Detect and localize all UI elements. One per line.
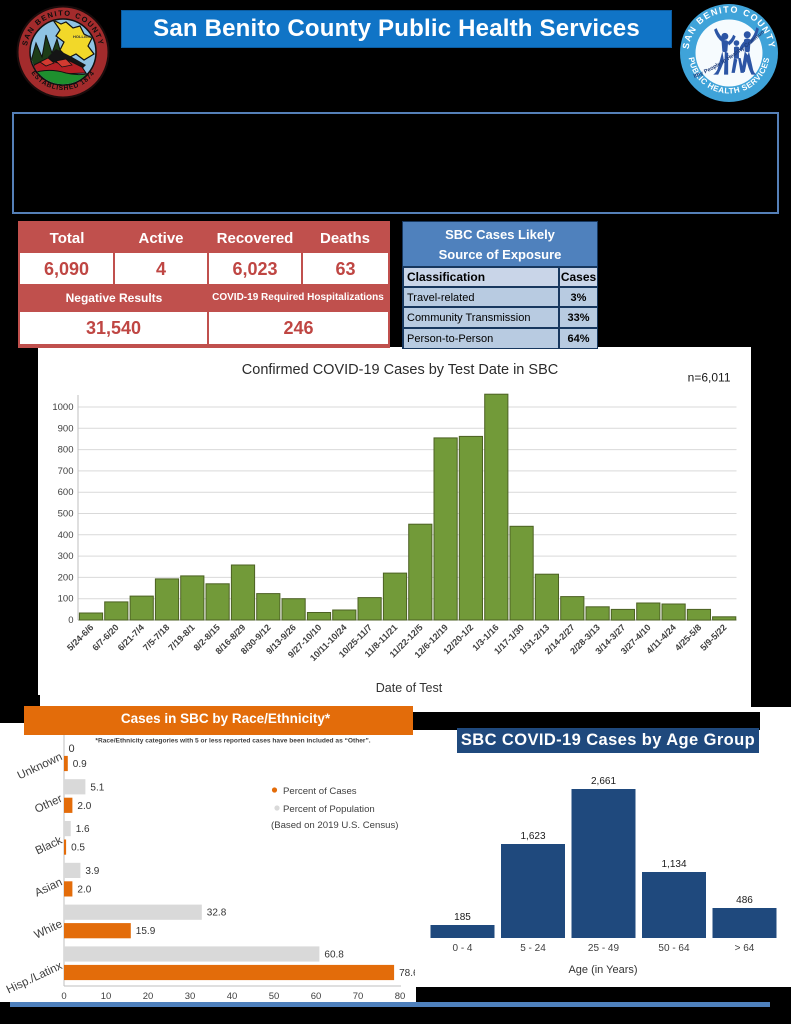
svg-text:(Based on 2019 U.S. Census): (Based on 2019 U.S. Census) — [271, 820, 398, 831]
svg-text:White: White — [33, 918, 65, 941]
svg-text:2.0: 2.0 — [77, 801, 91, 812]
svg-text:1,134: 1,134 — [661, 859, 686, 870]
svg-text:5/9-5/22: 5/9-5/22 — [698, 622, 728, 652]
svg-text:Date of Test: Date of Test — [376, 681, 443, 695]
svg-text:5.1: 5.1 — [90, 782, 104, 793]
svg-text:Confirmed COVID-19 Cases by Te: Confirmed COVID-19 Cases by Test Date in… — [242, 362, 558, 378]
svg-text:1000: 1000 — [52, 402, 73, 413]
svg-text:7/5-7/18: 7/5-7/18 — [141, 622, 171, 652]
svg-text:4/25-5/8: 4/25-5/8 — [673, 622, 703, 652]
svg-text:500: 500 — [58, 509, 74, 520]
svg-text:3.9: 3.9 — [85, 866, 99, 877]
svg-text:15.9: 15.9 — [136, 926, 156, 937]
svg-text:60.8: 60.8 — [324, 950, 344, 961]
svg-text:Percent of Population: Percent of Population — [283, 804, 375, 815]
svg-text:7/19-8/1: 7/19-8/1 — [166, 622, 196, 652]
svg-text:78.6: 78.6 — [399, 968, 419, 979]
svg-text:2.0: 2.0 — [77, 884, 91, 895]
svg-text:400: 400 — [58, 530, 74, 541]
svg-text:185: 185 — [454, 912, 471, 923]
svg-text:300: 300 — [58, 551, 74, 562]
svg-text:Age (in Years): Age (in Years) — [568, 964, 637, 976]
svg-text:0: 0 — [68, 615, 73, 626]
svg-text:6/21-7/4: 6/21-7/4 — [116, 622, 146, 652]
svg-text:Black: Black — [34, 835, 65, 858]
svg-text:50 - 64: 50 - 64 — [658, 943, 690, 954]
svg-text:5 - 24: 5 - 24 — [520, 943, 546, 954]
svg-text:60: 60 — [311, 991, 322, 1002]
svg-text:486: 486 — [736, 895, 753, 906]
svg-text:n=6,011: n=6,011 — [688, 371, 731, 385]
svg-text:> 64: > 64 — [735, 943, 755, 954]
svg-text:32.8: 32.8 — [207, 908, 227, 919]
svg-text:*Race/Ethnicity categories wit: *Race/Ethnicity categories with 5 or les… — [95, 738, 370, 745]
svg-text:10: 10 — [101, 991, 112, 1002]
svg-text:25 - 49: 25 - 49 — [588, 943, 620, 954]
svg-text:0.5: 0.5 — [71, 843, 85, 854]
svg-text:Other: Other — [33, 793, 64, 816]
svg-text:0 - 4: 0 - 4 — [452, 943, 472, 954]
svg-text:6/7-6/20: 6/7-6/20 — [90, 622, 120, 652]
svg-text:100: 100 — [58, 594, 74, 605]
svg-text:30: 30 — [185, 991, 196, 1002]
svg-text:900: 900 — [58, 423, 74, 434]
svg-text:Unknown: Unknown — [16, 751, 65, 782]
svg-text:HOLLISTER: HOLLISTER — [73, 34, 96, 39]
svg-text:Hisp./Latinx: Hisp./Latinx — [5, 960, 65, 996]
svg-text:1.6: 1.6 — [76, 824, 90, 835]
svg-text:20: 20 — [143, 991, 154, 1002]
svg-text:800: 800 — [58, 445, 74, 456]
svg-text:2,661: 2,661 — [591, 776, 616, 787]
svg-text:0: 0 — [61, 991, 66, 1002]
svg-text:40: 40 — [227, 991, 238, 1002]
svg-text:600: 600 — [58, 487, 74, 498]
svg-text:1,623: 1,623 — [520, 831, 545, 842]
svg-text:50: 50 — [269, 991, 280, 1002]
svg-text:Asian: Asian — [33, 876, 64, 899]
svg-text:Percent of Cases: Percent of Cases — [283, 786, 357, 797]
svg-text:0.9: 0.9 — [73, 759, 87, 770]
svg-text:5/24-6/6: 5/24-6/6 — [65, 622, 95, 652]
svg-text:80: 80 — [395, 991, 406, 1002]
svg-text:200: 200 — [58, 572, 74, 583]
svg-text:0: 0 — [69, 743, 75, 755]
svg-text:700: 700 — [58, 466, 74, 477]
svg-text:70: 70 — [353, 991, 364, 1002]
